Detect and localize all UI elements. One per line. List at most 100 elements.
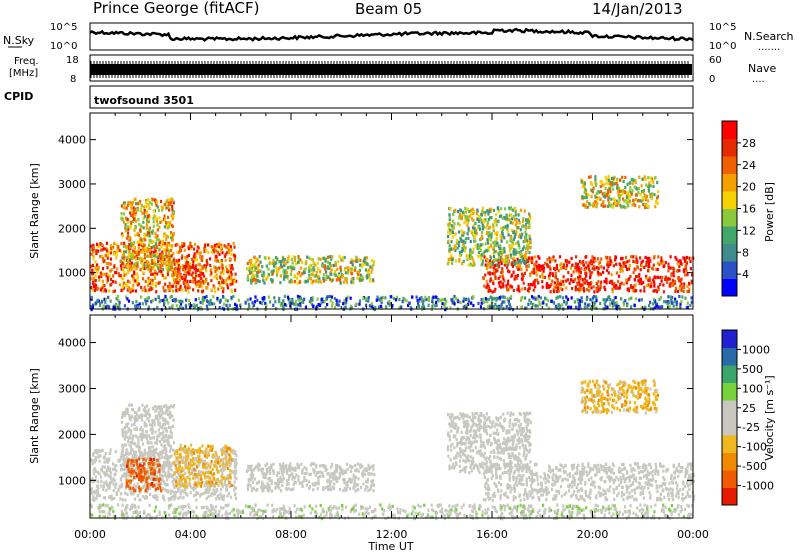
data-cell xyxy=(140,261,143,265)
data-cell xyxy=(147,296,150,300)
data-cell xyxy=(595,282,598,286)
data-cell xyxy=(228,273,231,277)
data-cell xyxy=(130,414,133,419)
data-cell xyxy=(639,289,642,293)
data-cell xyxy=(98,493,101,497)
data-cell xyxy=(271,272,274,276)
data-cell xyxy=(149,428,152,432)
data-cell xyxy=(647,199,650,203)
data-cell xyxy=(538,300,541,304)
data-cell xyxy=(484,273,487,277)
data-cell xyxy=(613,285,616,289)
data-cell xyxy=(175,288,178,292)
data-cell xyxy=(610,197,613,201)
data-cell xyxy=(593,301,596,305)
data-cell xyxy=(409,306,412,310)
data-cell xyxy=(675,302,678,307)
data-cell xyxy=(467,297,470,301)
data-cell xyxy=(640,260,643,264)
data-cell xyxy=(103,297,106,301)
data-cell xyxy=(607,271,610,275)
data-cell xyxy=(503,236,506,240)
data-cell xyxy=(231,282,234,286)
data-cell xyxy=(166,268,169,272)
data-cell xyxy=(200,492,203,497)
data-cell xyxy=(451,227,454,231)
data-cell xyxy=(256,274,259,278)
data-cell xyxy=(673,281,677,285)
data-cell xyxy=(608,280,611,284)
data-cell xyxy=(506,229,509,233)
data-cell xyxy=(125,471,128,475)
data-cell xyxy=(682,285,686,290)
data-cell xyxy=(516,257,519,261)
data-cell xyxy=(206,490,209,494)
data-cell xyxy=(459,208,462,212)
data-cell xyxy=(447,223,450,227)
data-cell xyxy=(594,259,597,263)
data-cell xyxy=(197,297,200,301)
data-cell xyxy=(454,233,457,237)
data-cell xyxy=(97,487,100,491)
data-cell xyxy=(94,491,97,495)
data-cell xyxy=(470,208,473,213)
data-cell xyxy=(528,217,532,221)
data-cell xyxy=(283,275,286,279)
data-cell xyxy=(646,184,649,188)
data-cell xyxy=(159,263,162,267)
data-cell xyxy=(328,294,331,299)
data-cell xyxy=(94,274,97,278)
data-cell xyxy=(230,252,233,257)
data-cell xyxy=(180,256,184,260)
data-cell xyxy=(599,197,602,201)
data-cell xyxy=(498,264,501,268)
nsearch-label: N.Search xyxy=(744,30,794,43)
data-cell xyxy=(365,274,368,278)
data-cell xyxy=(163,297,166,301)
data-cell xyxy=(227,277,230,281)
data-cell xyxy=(277,260,280,264)
data-cell xyxy=(156,483,159,488)
data-cell xyxy=(326,255,330,259)
data-cell xyxy=(227,491,231,496)
data-cell xyxy=(146,260,149,264)
data-cell xyxy=(362,296,365,300)
data-cell xyxy=(148,206,151,210)
data-cell xyxy=(502,295,505,299)
data-cell xyxy=(158,240,162,244)
data-cell xyxy=(123,241,126,245)
data-cell xyxy=(545,297,548,301)
data-cell xyxy=(213,286,216,290)
data-cell xyxy=(517,267,520,271)
data-cell xyxy=(664,277,667,281)
data-cell xyxy=(653,298,656,302)
data-cell xyxy=(448,216,451,220)
data-cell xyxy=(121,434,124,438)
data-cell xyxy=(487,218,490,222)
data-cell xyxy=(678,284,682,288)
data-cell xyxy=(298,299,301,303)
data-cell xyxy=(95,488,98,493)
data-cell xyxy=(116,295,119,299)
data-cell xyxy=(170,496,173,500)
data-cell xyxy=(528,237,531,241)
data-cell xyxy=(616,286,619,290)
data-cell xyxy=(143,285,146,289)
data-cell xyxy=(167,205,170,210)
data-cell xyxy=(165,206,168,210)
data-cell xyxy=(130,252,133,256)
data-cell xyxy=(487,297,490,301)
data-cell xyxy=(518,289,521,293)
data-cell xyxy=(352,276,355,281)
data-cell xyxy=(150,272,153,276)
data-cell xyxy=(147,244,150,248)
data-cell xyxy=(657,190,660,194)
data-cell xyxy=(644,202,647,206)
data-cell xyxy=(319,280,322,284)
data-cell xyxy=(447,230,450,234)
data-cell xyxy=(638,298,641,302)
data-cell xyxy=(185,298,188,302)
data-cell xyxy=(687,281,691,286)
data-cell xyxy=(181,306,184,310)
data-cell xyxy=(96,242,99,246)
